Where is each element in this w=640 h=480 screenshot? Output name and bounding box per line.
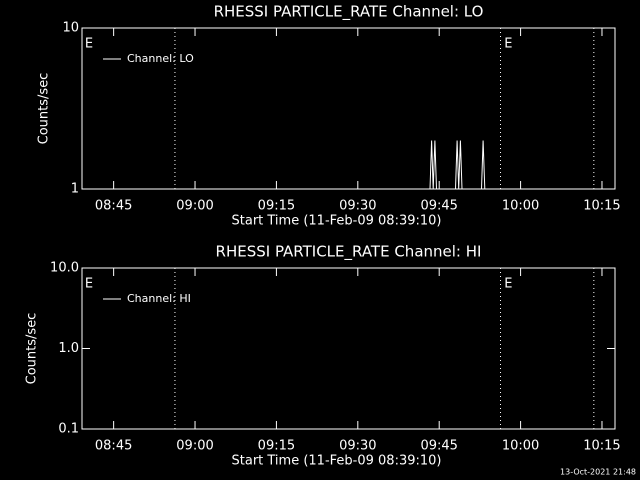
annotation: E — [504, 277, 512, 292]
x-axis-label: Start Time (11-Feb-09 08:39:10) — [232, 454, 442, 469]
x-tick-label: 10:00 — [502, 199, 539, 214]
y-tick-label: 1 — [71, 182, 79, 197]
y-axis-label: Counts/sec — [25, 313, 40, 385]
legend-label: Channel: LO — [127, 52, 194, 65]
x-tick-label: 09:15 — [258, 439, 295, 454]
annotation: E — [85, 277, 93, 292]
x-tick-label: 10:15 — [583, 439, 620, 454]
y-tick-label: 1.0 — [58, 341, 79, 356]
x-tick-label: 09:00 — [176, 199, 213, 214]
legend-label: Channel: HI — [127, 292, 191, 305]
footer: 13-Oct-2021 21:48 — [560, 468, 636, 477]
x-tick-label: 09:00 — [176, 439, 213, 454]
x-tick-label: 08:45 — [95, 439, 132, 454]
x-axis-label: Start Time (11-Feb-09 08:39:10) — [232, 214, 442, 229]
plot-frame — [81, 27, 616, 190]
data-line — [429, 140, 486, 190]
y-axis-label: Counts/sec — [37, 73, 52, 145]
y-tick-label: 10 — [62, 21, 79, 36]
x-tick-label: 09:30 — [339, 439, 376, 454]
annotation: E — [504, 37, 512, 52]
x-tick-label: 09:45 — [420, 199, 457, 214]
x-tick-label: 09:15 — [258, 199, 295, 214]
y-tick-label: 0.1 — [58, 422, 79, 437]
x-tick-label: 08:45 — [95, 199, 132, 214]
chart-title: RHESSI PARTICLE_RATE Channel: HI — [216, 243, 482, 262]
chart-title: RHESSI PARTICLE_RATE Channel: LO — [214, 3, 484, 22]
x-tick-label: 09:45 — [420, 439, 457, 454]
annotation: E — [85, 37, 93, 52]
x-tick-label: 09:30 — [339, 199, 376, 214]
y-tick-label: 10.0 — [50, 261, 79, 276]
x-tick-label: 10:00 — [502, 439, 539, 454]
x-tick-label: 10:15 — [583, 199, 620, 214]
